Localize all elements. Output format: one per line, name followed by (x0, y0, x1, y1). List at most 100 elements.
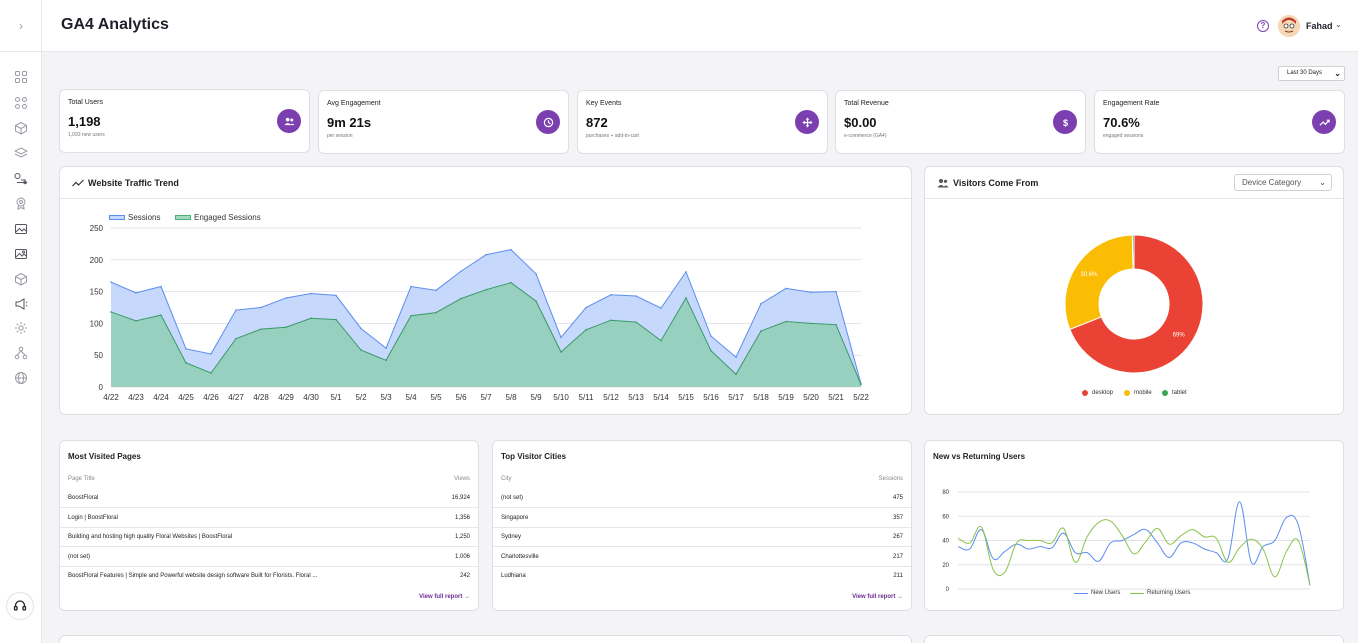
data-point (860, 383, 862, 386)
data-point (235, 337, 237, 340)
grid-alt-icon[interactable] (14, 96, 28, 110)
traffic-trend-card: Website Traffic Trend Sessions Engaged S… (59, 166, 912, 415)
x-tick-label: 4/29 (278, 393, 294, 402)
data-point (710, 349, 712, 352)
legend-mobile[interactable]: mobile (1124, 390, 1152, 396)
kpi-subtext: engaged sessions (1103, 133, 1144, 139)
megaphone-icon[interactable] (14, 297, 28, 311)
kpi-value: 9m 21s (327, 115, 372, 130)
slice-label: 69% (1173, 332, 1186, 338)
x-tick-label: 5/9 (530, 393, 542, 402)
card-title: Top Visitor Cities (501, 452, 567, 461)
avatar[interactable] (1278, 15, 1300, 37)
legend-desktop[interactable]: desktop (1082, 390, 1113, 396)
x-tick-label: 5/22 (853, 393, 869, 402)
table-header: City Sessions (501, 476, 903, 488)
table-row[interactable]: (not set) 1,006 (60, 548, 478, 567)
legend-returning-users[interactable]: Returning Users (1130, 590, 1190, 596)
cell-city: Singapore (501, 515, 529, 521)
table-row[interactable]: Charlottesville 217 (493, 548, 911, 567)
data-point (135, 320, 137, 322)
x-tick-label: 5/10 (553, 393, 569, 402)
table-row[interactable]: Sydney 267 (493, 528, 911, 547)
data-point (335, 294, 337, 297)
settings-gear-icon[interactable] (14, 321, 28, 335)
view-full-report-link[interactable]: View full report → (852, 594, 903, 600)
kpi-card-total-revenue: Total Revenue $0.00 e-commerce (GA4) $ (835, 90, 1086, 154)
kpi-value: $0.00 (844, 115, 877, 130)
data-point (585, 328, 587, 331)
users-icon (277, 109, 301, 133)
gallery-icon[interactable] (14, 247, 28, 261)
legend-engaged-sessions[interactable]: Engaged Sessions (175, 213, 261, 222)
cell-views: 1,250 (454, 534, 470, 540)
table-row[interactable]: BoostFloral Features | Simple and Powerf… (60, 567, 478, 586)
kpi-value: 70.6% (1103, 115, 1140, 130)
card-title: Visitors Come From (953, 178, 1039, 188)
data-point (260, 328, 262, 330)
x-tick-label: 4/23 (128, 393, 144, 402)
column-header: Views (454, 476, 470, 482)
help-icon[interactable]: ? (1257, 20, 1269, 32)
date-range-select[interactable]: Last 30 Days ⌄ (1278, 66, 1345, 81)
kpi-subtext: per session (327, 133, 353, 139)
x-tick-label: 4/25 (178, 393, 194, 402)
card-header: Visitors Come From Device Category ⌄ (925, 167, 1343, 199)
data-point (410, 314, 412, 317)
y-tick-label: 50 (94, 351, 103, 360)
kpi-label: Total Users (68, 99, 104, 106)
table-row[interactable]: Login | BoostFloral 1,356 (60, 509, 478, 528)
data-point (110, 281, 112, 283)
legend-dot (1082, 390, 1088, 396)
delivery-icon[interactable] (14, 171, 28, 185)
table-row[interactable]: BoostFloral 16,924 (60, 489, 478, 508)
box-icon[interactable] (14, 121, 28, 135)
data-point (610, 293, 612, 296)
layers-icon[interactable] (13, 146, 29, 160)
chevron-down-icon: ⌄ (1334, 69, 1341, 78)
data-point (760, 302, 762, 305)
table-row[interactable]: (not set) 475 (493, 489, 911, 508)
table-row[interactable]: Singapore 357 (493, 509, 911, 528)
y-tick-label: 200 (90, 256, 104, 265)
view-full-report-link[interactable]: View full report → (419, 594, 470, 600)
badge-icon[interactable] (14, 196, 28, 210)
data-point (685, 271, 687, 273)
image-icon[interactable] (14, 222, 28, 236)
new-vs-returning-card: New vs Returning Users 0 20 40 60 80 New Use… (924, 440, 1344, 611)
legend-tablet[interactable]: tablet (1162, 390, 1187, 396)
data-point (110, 311, 112, 313)
data-point (610, 319, 612, 322)
data-point (660, 339, 662, 342)
globe-icon[interactable] (14, 371, 28, 385)
table-row[interactable]: Building and hosting high quality Floral… (60, 528, 478, 547)
data-point (410, 285, 412, 288)
data-point (160, 285, 162, 288)
data-point (360, 327, 362, 330)
data-point (385, 359, 387, 362)
legend-label: Sessions (128, 213, 161, 222)
legend-new-users[interactable]: New Users (1074, 590, 1120, 596)
cell-city: Sydney (501, 534, 522, 540)
card-title: New vs Returning Users (933, 452, 1026, 461)
x-tick-label: 4/28 (253, 393, 269, 402)
sidebar-expand-chevron-icon[interactable]: › (0, 0, 42, 52)
x-tick-label: 5/18 (753, 393, 769, 402)
network-icon[interactable] (14, 346, 28, 360)
kpi-value: 872 (586, 115, 608, 130)
x-tick-label: 5/2 (355, 393, 367, 402)
device-category-select[interactable]: Device Category ⌄ (1234, 174, 1332, 191)
cube-icon[interactable] (14, 272, 28, 286)
data-point (335, 318, 337, 321)
device-donut-chart: 69% 30.6% (1064, 234, 1204, 374)
data-point (835, 323, 837, 326)
chevron-down-icon[interactable]: ⌄ (1335, 20, 1342, 29)
table-row[interactable]: Ludhiana 211 (493, 567, 911, 586)
card-title: Most Visited Pages (68, 452, 141, 461)
user-name[interactable]: Fahad (1306, 21, 1333, 31)
top-visitor-cities-card: Top Visitor Cities City Sessions (not se… (492, 440, 912, 611)
column-header: City (501, 476, 512, 482)
legend-sessions[interactable]: Sessions (109, 213, 160, 222)
support-headset-icon[interactable] (6, 592, 34, 620)
grid-icon[interactable] (14, 70, 28, 84)
